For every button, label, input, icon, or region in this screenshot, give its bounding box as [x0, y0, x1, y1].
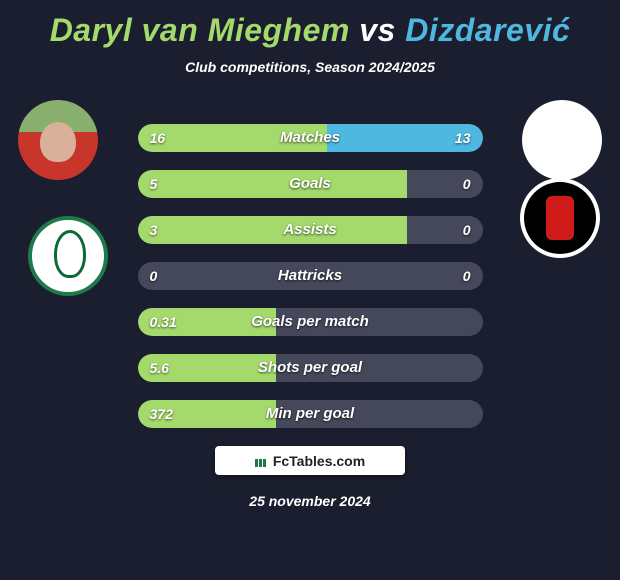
- content-area: 1613Matches 50Goals 30Assists 00Hattricks 0.…: [0, 100, 620, 428]
- vs-text: vs: [359, 12, 396, 48]
- metric-row: 1613Matches: [138, 124, 483, 152]
- metric-row: 00Hattricks: [138, 262, 483, 290]
- metric-label: Shots per goal: [138, 354, 483, 382]
- metric-row: 50Goals: [138, 170, 483, 198]
- metric-row: 0.31Goals per match: [138, 308, 483, 336]
- player2-club-logo: [520, 178, 600, 258]
- metric-label: Min per goal: [138, 400, 483, 428]
- metric-row: 372Min per goal: [138, 400, 483, 428]
- brand-text: FcTables.com: [273, 453, 365, 469]
- player1-name: Daryl van Mieghem: [50, 12, 350, 48]
- footer-date: 25 november 2024: [0, 493, 620, 509]
- metric-row: 5.6Shots per goal: [138, 354, 483, 382]
- metric-label: Assists: [138, 216, 483, 244]
- footer-brand-box: FcTables.com: [215, 446, 405, 475]
- metric-label: Matches: [138, 124, 483, 152]
- metric-label: Goals: [138, 170, 483, 198]
- brand-icon: [255, 453, 269, 467]
- metric-row: 30Assists: [138, 216, 483, 244]
- metric-label: Goals per match: [138, 308, 483, 336]
- player2-name: Dizdarević: [405, 12, 570, 48]
- subtitle: Club competitions, Season 2024/2025: [0, 59, 620, 75]
- comparison-title: Daryl van Mieghem vs Dizdarević: [0, 0, 620, 49]
- player1-avatar-head: [40, 122, 76, 162]
- metric-label: Hattricks: [138, 262, 483, 290]
- player1-avatar: [18, 100, 98, 180]
- player2-avatar: [522, 100, 602, 180]
- player1-club-logo: [28, 216, 108, 296]
- metrics-container: 1613Matches 50Goals 30Assists 00Hattricks 0.…: [138, 100, 483, 428]
